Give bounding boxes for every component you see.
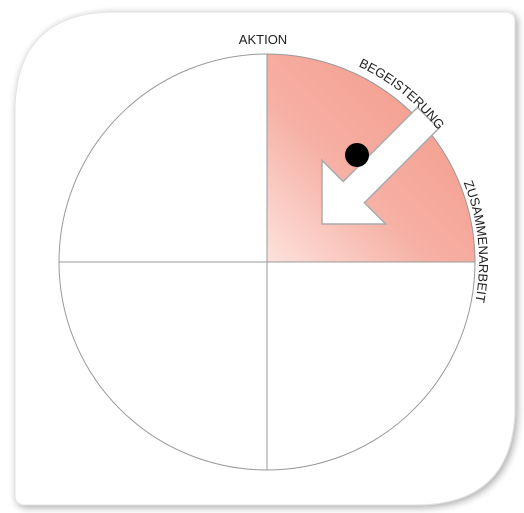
marker-dot xyxy=(345,143,369,167)
arrow xyxy=(321,106,440,225)
label-top: AKTION xyxy=(239,32,287,47)
